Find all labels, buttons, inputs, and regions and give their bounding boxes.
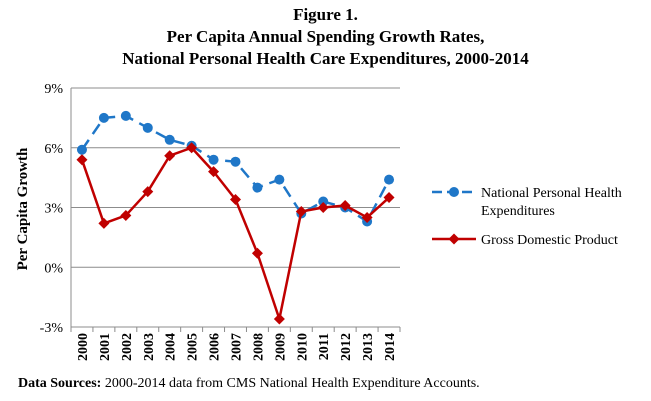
figure-label: Figure 1.: [293, 5, 358, 24]
legend-label: Gross Domestic Product: [481, 233, 618, 248]
x-tick-label: 2012: [339, 333, 354, 361]
grid-lines: [70, 87, 401, 332]
x-tick-label: 2009: [273, 333, 288, 361]
gdp-point: [76, 154, 88, 166]
x-tick-label: 2010: [295, 333, 310, 361]
gdp-point: [142, 186, 154, 198]
nphe-point: [164, 134, 175, 145]
gdp-point: [295, 205, 307, 217]
x-tick-label: 2005: [186, 333, 201, 361]
x-tick-label: 2013: [361, 333, 376, 361]
gdp-point: [251, 247, 263, 259]
x-tick-label: 2000: [76, 333, 91, 361]
nphe-point: [318, 196, 329, 207]
series-lines: [76, 110, 395, 325]
gdp-point: [120, 209, 132, 221]
gdp-point: [208, 166, 220, 178]
nphe-point: [274, 174, 285, 185]
nphe-point: [208, 154, 219, 165]
x-tick-label: 2004: [164, 333, 179, 361]
source-label: Data Sources:: [18, 376, 102, 391]
legend: National Personal Health Expenditures Gros…: [432, 186, 622, 248]
y-tick-labels: -3% 0% 3% 6% 9%: [40, 82, 64, 336]
gdp-point: [361, 211, 373, 223]
x-tick-label: 2014: [383, 333, 398, 361]
x-tick-labels: 2000 2001 2002 2003 2004 2005 2006 2007 2008 2009…: [76, 333, 398, 361]
gdp-point: [164, 150, 176, 162]
x-tick-label: 2003: [142, 333, 157, 361]
nphe-point: [230, 156, 241, 167]
nphe-point: [98, 112, 109, 123]
x-tick-label: 2007: [230, 333, 245, 361]
nphe-point: [120, 110, 131, 121]
x-tick-label: 2001: [98, 333, 113, 361]
gdp-point: [317, 202, 329, 213]
legend-label: National Personal Health Expenditures: [481, 186, 622, 219]
y-axis-title: Per Capita Growth: [15, 147, 31, 270]
series-line-gdp: [80, 146, 390, 321]
gdp-point: [186, 142, 198, 154]
nphe-point: [252, 182, 263, 193]
nphe-point: [76, 144, 87, 155]
gdp-point: [339, 200, 351, 212]
legend-swatch-marker: [449, 187, 459, 197]
gdp-point: [98, 217, 110, 229]
y-tick-label: -3%: [40, 321, 64, 336]
gdp-point: [273, 313, 285, 325]
legend-swatch-marker: [448, 233, 460, 245]
y-tick-label: 3%: [44, 202, 63, 217]
nphe-point: [142, 122, 153, 133]
source-text: 2000-2014 data from CMS National Health …: [101, 376, 480, 391]
chart-title-line-1: Per Capita Annual Spending Growth Rates,: [166, 27, 485, 46]
x-tick-label: 2002: [120, 333, 135, 361]
chart-title-line-2: National Personal Health Care Expenditur…: [122, 49, 529, 68]
gdp-point: [230, 194, 241, 206]
nphe-point: [384, 174, 395, 185]
gdp-point: [383, 192, 395, 204]
y-tick-label: 9%: [44, 82, 63, 97]
data-source-note: Data Sources: 2000-2014 data from CMS Na…: [18, 376, 480, 392]
x-tick-label: 2006: [208, 333, 223, 361]
y-tick-label: 6%: [44, 142, 63, 157]
x-tick-label: 2008: [251, 333, 266, 361]
y-tick-label: 0%: [44, 261, 63, 276]
x-tick-label: 2011: [317, 333, 332, 360]
